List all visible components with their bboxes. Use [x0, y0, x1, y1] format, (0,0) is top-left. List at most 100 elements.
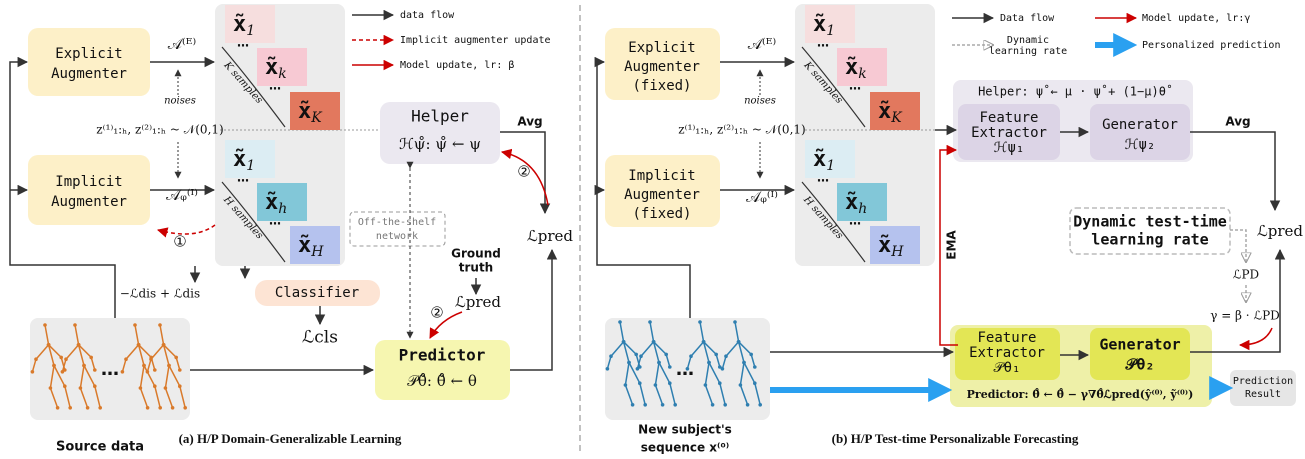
joint [622, 340, 626, 344]
sample-symbol: x̃ [845, 190, 858, 215]
joint [624, 383, 628, 387]
joint [721, 367, 725, 371]
joint [77, 343, 81, 347]
label: Implicit augmenter update [400, 35, 551, 46]
joint [171, 406, 175, 410]
joint [133, 323, 137, 327]
label: 𝒜ᵩ⁽ᴵ⁾ [166, 186, 198, 204]
joint [673, 403, 677, 407]
joint [31, 370, 35, 374]
joint [89, 356, 93, 360]
label: Model update, lr: β [400, 60, 514, 71]
label: noises [164, 96, 196, 107]
label: ② [517, 163, 530, 181]
joint [162, 343, 166, 347]
joint [704, 383, 708, 387]
sample-symbol: x̃ [265, 55, 278, 80]
label: noises [744, 96, 776, 107]
label: … [676, 359, 694, 380]
joint [753, 381, 757, 385]
joint [61, 370, 65, 374]
label: Helper [411, 107, 469, 126]
sample-symbol: x̃ [265, 190, 278, 215]
joint [59, 356, 63, 360]
label: learning rate [989, 46, 1067, 57]
label: 𝒫θ̊: θ̊ ← θ [407, 372, 477, 390]
joint [49, 386, 53, 390]
joint [158, 323, 162, 327]
joint [714, 353, 718, 357]
label: −ℒdis + ℒdis [120, 287, 200, 301]
joint [636, 367, 640, 371]
joint [707, 361, 711, 365]
label: Dynamic test-time [1073, 213, 1227, 231]
label: … [817, 36, 829, 50]
joint [183, 406, 187, 410]
label: Implicit [628, 168, 695, 184]
joint [664, 353, 668, 357]
label: ℋψ̊: ψ̊ ← ψ [399, 135, 481, 153]
label: z⁽¹⁾₁:ₕ, z⁽²⁾₁:ₕ ~ 𝒩(0,1) [678, 123, 805, 137]
joint [648, 320, 652, 324]
sample-symbol: x̃ [298, 233, 311, 258]
joint [739, 383, 743, 387]
joint [654, 383, 658, 387]
label: Data flow [1000, 13, 1055, 24]
label: Result [1245, 389, 1281, 400]
label: ℋψ₁ [994, 140, 1025, 156]
sample-symbol: x̃ [233, 12, 246, 37]
label: Augmenter [624, 187, 700, 203]
joint [758, 403, 762, 407]
label: 𝒜ᵩ⁽ᴵ⁾ [746, 188, 778, 206]
joint [149, 357, 153, 361]
label: ℒpred [527, 227, 573, 245]
label: Extractor [971, 125, 1047, 141]
label: (fixed) [632, 206, 691, 222]
label: … [101, 359, 119, 380]
label: Augmenter [51, 66, 127, 82]
label: ℒPD [1233, 268, 1259, 282]
label: … [817, 171, 829, 185]
label: Dynamic [1007, 35, 1049, 46]
joint [638, 381, 642, 385]
label: Avg [517, 115, 542, 129]
label: (fixed) [632, 78, 691, 94]
joint [661, 403, 665, 407]
joint [52, 364, 56, 368]
label: Predictor [399, 346, 486, 365]
arrow [1230, 230, 1246, 262]
label: Implicit [55, 174, 122, 190]
joint [124, 357, 128, 361]
label: Source data [56, 440, 144, 455]
joint [121, 370, 125, 374]
label: Predictor: θ̊ ← θ̊ − γ∇θ̊ℒpred(ŷ⁽⁰⁾, ỹ⁽⁰… [967, 388, 1194, 401]
joint [79, 386, 83, 390]
joint [164, 386, 168, 390]
joint [93, 384, 97, 388]
implicit-box [28, 155, 150, 225]
joint [153, 384, 157, 388]
sample-symbol: x̃ [845, 55, 858, 80]
joint [609, 354, 613, 358]
joint [93, 368, 97, 372]
label: ℋψ₂ [1125, 137, 1156, 153]
label: Personalized prediction [1142, 40, 1280, 51]
label: ② [430, 304, 443, 322]
sample-symbol: x̃ [813, 147, 826, 172]
joint [746, 403, 750, 407]
arrow [1190, 132, 1275, 210]
label: Feature [979, 110, 1038, 126]
joint [723, 403, 727, 407]
joint [68, 406, 72, 410]
label: ① [173, 233, 186, 251]
label: sequence x⁽⁰⁾ [641, 441, 729, 455]
joint [657, 361, 661, 365]
label: 𝒜⁽ᴱ⁾ [168, 35, 196, 53]
joint [742, 361, 746, 365]
arrow [1240, 328, 1272, 345]
joint [73, 323, 77, 327]
label: Generator [1102, 117, 1178, 133]
joint [146, 370, 150, 374]
label: ℒpred [1257, 222, 1303, 240]
sample-index: H [310, 244, 324, 260]
